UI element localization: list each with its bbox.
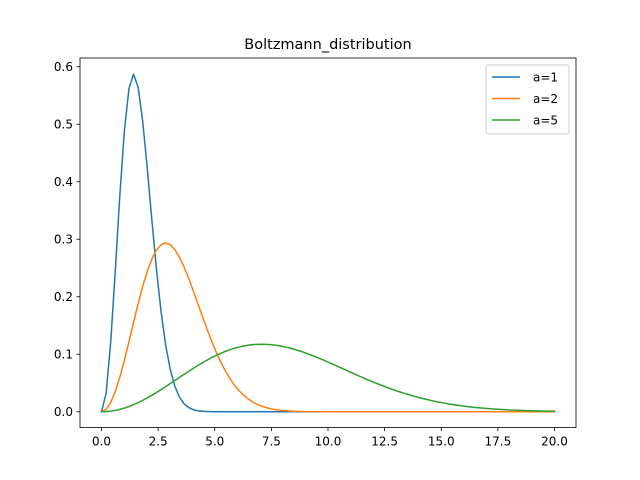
y-tick-label: 0.4 (54, 175, 73, 189)
y-tick-label: 0.1 (54, 348, 73, 362)
x-axis: 0.0 2.5 5.0 7.5 10.0 12.5 15.0 17.5 20.0 (92, 427, 568, 449)
x-tick-label: 17.5 (485, 435, 512, 449)
legend-box (485, 64, 570, 135)
y-axis: 0.0 0.1 0.2 0.3 0.4 0.5 0.6 (54, 60, 80, 419)
y-tick-label: 0.0 (54, 405, 73, 419)
x-tick-label: 12.5 (371, 435, 398, 449)
x-tick-label: 0.0 (92, 435, 111, 449)
legend: a=1 a=2 a=5 (485, 64, 570, 135)
y-tick-label: 0.6 (54, 60, 73, 74)
legend-label-a=1: a=1 (533, 70, 558, 84)
legend-entries: a=1 a=2 a=5 (492, 70, 558, 127)
series-line-a=2 (100, 242, 556, 413)
legend-label-a=5: a=5 (533, 113, 558, 127)
x-tick-label: 15.0 (428, 435, 455, 449)
plot-lines (100, 73, 556, 413)
x-tick-label: 7.5 (262, 435, 281, 449)
legend-label-a=2: a=2 (533, 92, 558, 106)
y-tick-label: 0.3 (54, 233, 73, 247)
x-tick-label: 10.0 (315, 435, 342, 449)
series-line-a=5 (100, 343, 556, 413)
y-tick-label: 0.5 (54, 118, 73, 132)
chart-title: Boltzmann_distribution (244, 37, 411, 53)
x-tick-label: 2.5 (149, 435, 168, 449)
y-tick-label: 0.2 (54, 290, 73, 304)
x-tick-label: 20.0 (541, 435, 568, 449)
x-tick-label: 5.0 (205, 435, 224, 449)
